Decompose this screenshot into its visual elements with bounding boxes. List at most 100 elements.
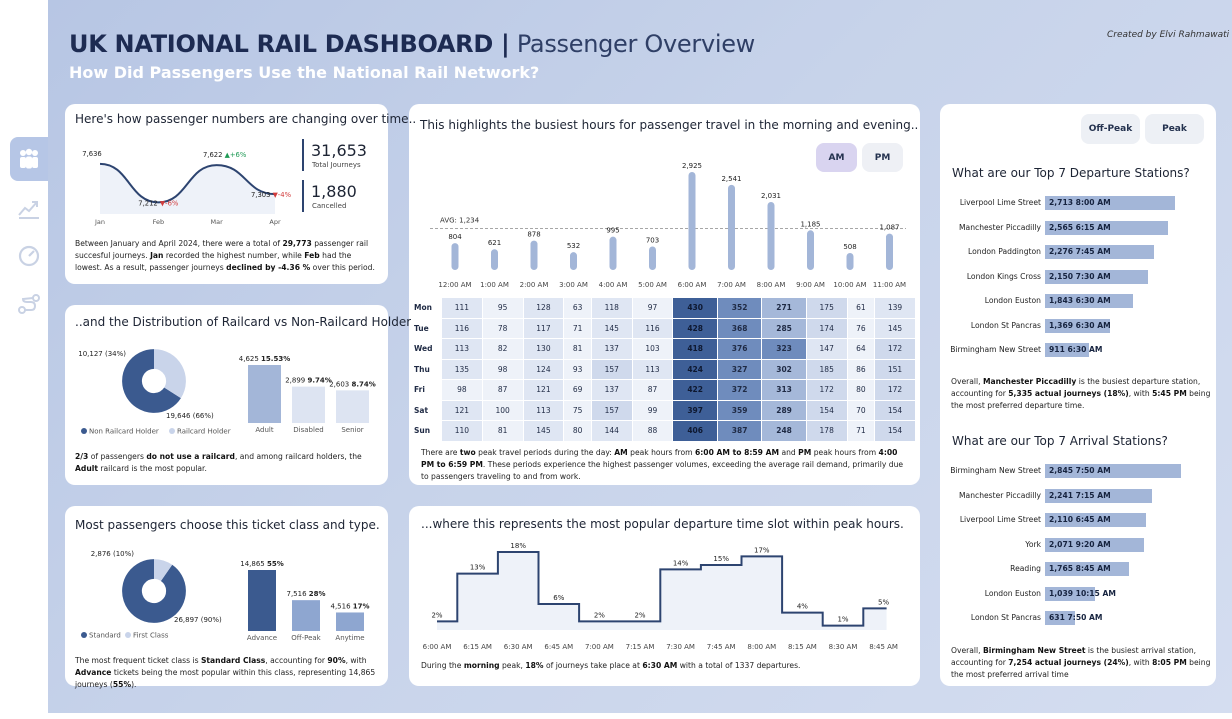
bar-category-label: Off-Peak <box>291 634 321 642</box>
month-tick-label: Apr <box>269 218 281 226</box>
trend-heading: Here's how passenger numbers are changin… <box>75 112 417 126</box>
station-bar: 1,369 6:30 AM <box>1045 318 1111 333</box>
gauge-icon <box>18 245 40 267</box>
heatmap-cell: 82 <box>482 339 523 359</box>
side-strip <box>0 0 48 719</box>
heatmap-cell: 81 <box>482 421 523 441</box>
heatmap-cell: 418 <box>673 339 717 359</box>
hour-bar <box>451 243 459 270</box>
heatmap-cell: 157 <box>591 359 632 379</box>
railcard-donut: 19,646 (66%) 10,127 (34%) Non Railcard Hol… <box>78 349 231 436</box>
heatmap-cell: 71 <box>564 318 591 338</box>
slot-tick-label: 7:45 AM <box>707 643 736 651</box>
heatmap-cell: 302 <box>762 359 806 379</box>
hour-bar <box>688 172 696 270</box>
heatmap-row: Tue 116 78 117 71 145 116 428 368 285 174 76 145 <box>411 318 915 338</box>
heatmap-cell: 175 <box>806 298 847 318</box>
peak-toggle-button[interactable]: Peak <box>1145 114 1204 144</box>
pm-toggle-button[interactable]: PM <box>862 143 903 172</box>
am-toggle-button[interactable]: AM <box>816 143 857 172</box>
slot-tick-label: 6:00 AM <box>423 643 452 651</box>
slot-value-label: 4% <box>797 603 808 611</box>
heatmap-cell: 147 <box>806 339 847 359</box>
hour-bar <box>807 230 814 270</box>
heatmap-cell: 327 <box>717 359 762 379</box>
station-name: Manchester Piccadilly <box>959 490 1041 500</box>
average-label: AVG: 1,234 <box>440 217 480 225</box>
heatmap-cell: 76 <box>847 318 875 338</box>
hour-bar <box>649 246 656 270</box>
nav-growth[interactable] <box>10 186 48 230</box>
heatmap-cell: 145 <box>523 421 564 441</box>
total-journeys-value: 31,653 <box>311 141 367 160</box>
arrival-note: Overall, Birmingham New Street is the bu… <box>951 646 1211 679</box>
station-bar: 1,843 6:30 AM <box>1045 294 1134 308</box>
heatmap-cell: 128 <box>523 298 564 318</box>
heatmap-cell: 151 <box>875 359 915 379</box>
slot-value-label: 1% <box>837 616 848 624</box>
hours-heading: This highlights the busiest hours for pa… <box>420 118 919 132</box>
heatmap-cell: 113 <box>442 339 482 359</box>
people-icon <box>20 148 38 169</box>
trend-note: Between January and April 2024, there we… <box>75 239 375 272</box>
slots-heading: ...where this represents the most popula… <box>421 517 904 531</box>
hours-note: There are two peak travel periods during… <box>421 448 904 481</box>
month-tick-label: Jan <box>94 218 105 226</box>
railcard-note: 2/3 of passengers do not use a railcard,… <box>75 452 362 473</box>
station-name: London Kings Cross <box>966 271 1041 281</box>
slot-value-label: 18% <box>510 542 526 550</box>
heatmap-cell: 121 <box>442 400 482 420</box>
heatmap-cell: 88 <box>632 421 673 441</box>
hour-tick-label: 4:00 AM <box>599 281 628 289</box>
bar-category-label: Senior <box>341 426 363 434</box>
donut-slice <box>153 349 186 399</box>
heatmap-cell: 430 <box>673 298 717 318</box>
month-value-label: 7,303 ▼-4% <box>251 191 292 199</box>
hour-value-label: 1,087 <box>879 224 899 232</box>
route-icon <box>18 294 40 314</box>
heatmap-row: Thu 135 98 124 93 157 113 424 327 302 185 86 151 <box>411 359 915 379</box>
slot-value-label: 5% <box>878 598 889 606</box>
ticket-donut: 26,897 (90%) 2,876 (10%) Standard First Cla… <box>81 550 222 640</box>
hour-bar <box>767 201 775 270</box>
heatmap-cell: 154 <box>875 400 915 420</box>
hour-bar <box>570 252 577 270</box>
heatmap-cell: 154 <box>806 400 847 420</box>
railcard-bar-chart: 4,625 15.53% Adult 2,899 9.74% Disabled 2,60… <box>239 355 376 434</box>
nav-performance[interactable] <box>10 234 48 278</box>
arrival-heading: What are our Top 7 Arrival Stations? <box>952 434 1168 448</box>
hour-bar <box>491 249 498 270</box>
heatmap-cell: 144 <box>591 421 632 441</box>
off-peak-toggle-button[interactable]: Off-Peak <box>1081 114 1140 144</box>
station-bar: 2,276 7:45 AM <box>1045 245 1154 259</box>
heatmap-cell: 98 <box>482 359 523 379</box>
railcard-card <box>65 305 388 485</box>
bar-value-label: 4,516 17% <box>330 602 369 610</box>
slot-tick-label: 7:15 AM <box>626 643 655 651</box>
heatmap-cell: 313 <box>762 380 806 400</box>
hour-value-label: 621 <box>488 239 501 247</box>
nav-passenger-overview[interactable] <box>10 137 48 181</box>
slot-value-label: 2% <box>594 611 605 619</box>
slot-value-label: 6% <box>553 594 564 602</box>
bar-value-label: 14,865 55% <box>240 560 283 568</box>
heatmap-cell: 87 <box>632 380 673 400</box>
hour-bar <box>886 233 893 270</box>
bar <box>336 390 369 423</box>
heatmap-cell: 178 <box>806 421 847 441</box>
nav-routes[interactable] <box>10 282 48 326</box>
heatmap-row: Sun 110 81 145 80 144 88 406 387 248 178 71 154 <box>411 421 915 441</box>
heatmap-cell: 111 <box>442 298 482 318</box>
slot-tick-label: 6:15 AM <box>463 643 492 651</box>
heatmap-day-label: Wed <box>411 339 441 359</box>
hour-bar <box>609 236 617 270</box>
heatmap-cell: 80 <box>564 421 591 441</box>
bar <box>248 570 276 631</box>
hour-tick-label: 2:00 AM <box>520 281 549 289</box>
hour-value-label: 995 <box>606 227 619 235</box>
heatmap-cell: 368 <box>717 318 762 338</box>
legend-swatch <box>81 428 87 434</box>
heatmap-cell: 387 <box>717 421 762 441</box>
hour-value-label: 804 <box>448 233 462 241</box>
heatmap-cell: 118 <box>591 298 632 318</box>
